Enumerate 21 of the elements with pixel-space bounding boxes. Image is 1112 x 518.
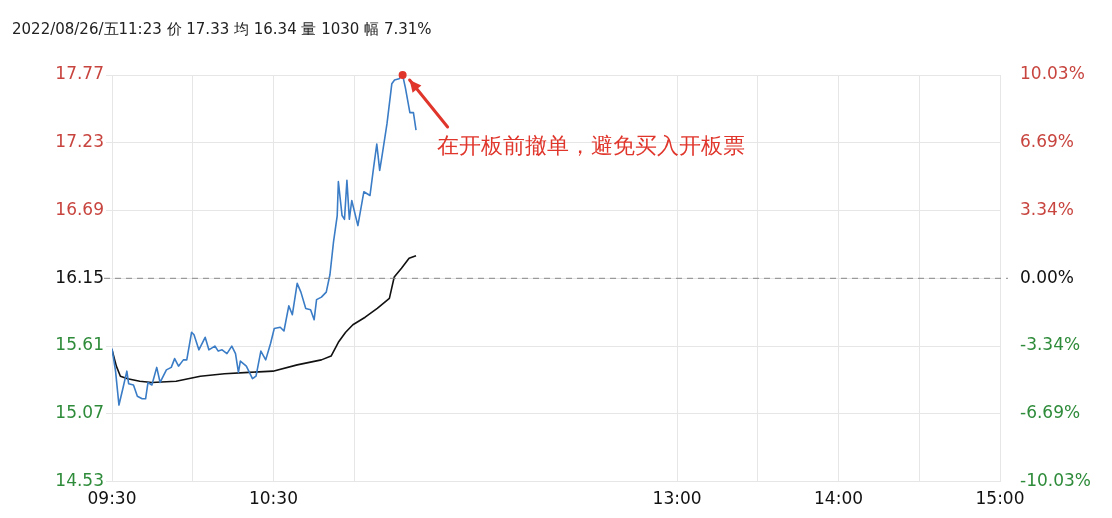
y2-tick-label: -6.69% <box>1020 402 1081 423</box>
y-tick-label: 16.15 <box>55 266 104 287</box>
y-tick-label: 17.23 <box>55 131 104 152</box>
y2-tick-label: -3.34% <box>1020 334 1081 355</box>
x-tick-label: 10:30 <box>248 488 298 509</box>
x-tick-label: 14:00 <box>814 488 864 509</box>
y2-tick-label: 10.03% <box>1020 63 1085 84</box>
x-tick-label: 09:30 <box>87 488 137 509</box>
x-tick-label: 15:00 <box>975 488 1025 509</box>
y2-tick-label: -10.03% <box>1020 470 1091 491</box>
y2-tick-label: 6.69% <box>1020 131 1075 152</box>
y-tick-label: 17.77 <box>55 63 104 84</box>
y-tick-label: 15.61 <box>55 334 104 355</box>
y2-tick-label: 0.00% <box>1020 266 1075 287</box>
y-tick-label: 16.69 <box>55 198 104 219</box>
annotation: 在开板前撤单，避免买入开板票 <box>436 132 745 158</box>
y2-tick-label: 3.34% <box>1020 199 1075 220</box>
y-tick-label: 14.53 <box>55 470 104 491</box>
x-tick-label: 13:00 <box>652 488 702 509</box>
y-tick-label: 15.07 <box>55 402 104 423</box>
chart-title: 2022/08/26/五11:23 价 17.33 均 16.34 量 1030 幅 7.31% <box>12 20 432 39</box>
